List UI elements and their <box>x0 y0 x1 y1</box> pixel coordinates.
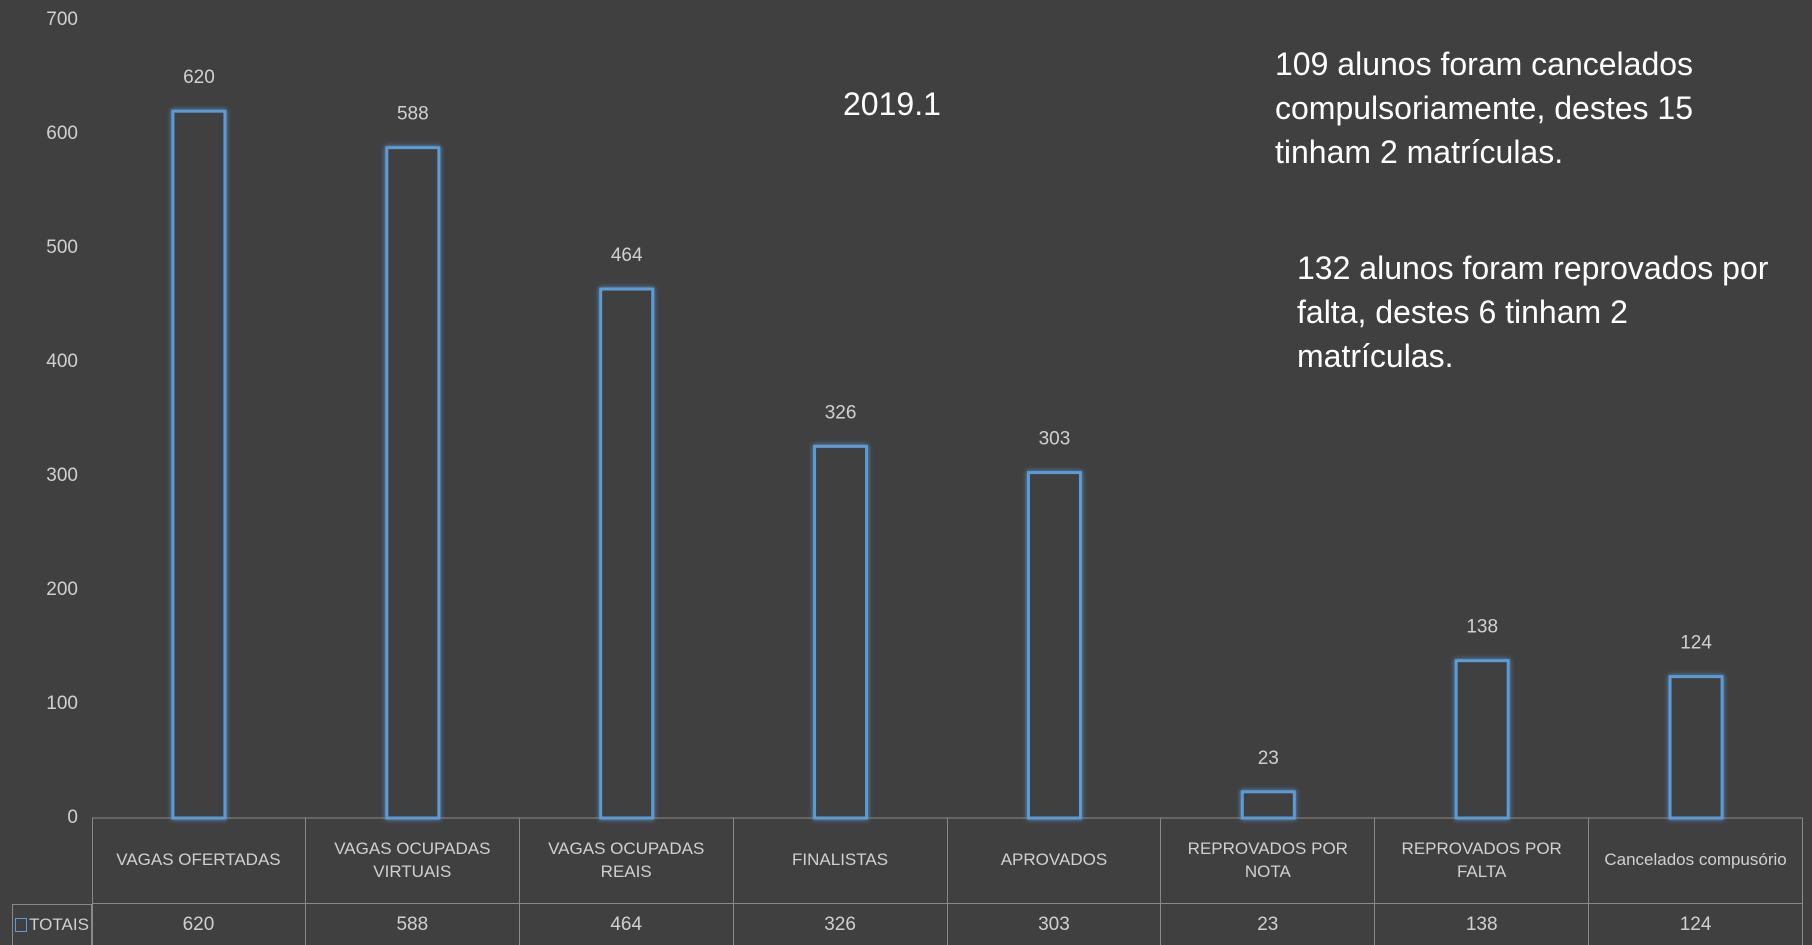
y-tick-label: 100 <box>46 693 78 714</box>
bar <box>599 287 655 820</box>
chart-title: 2019.1 <box>843 86 941 122</box>
annotation: 109 alunos foram cancelados compulsoriam… <box>1275 46 1694 170</box>
table-border <box>92 818 93 945</box>
bar <box>1026 471 1082 820</box>
data-label: 138 <box>1466 617 1498 638</box>
category-cell: Cancelados compusório <box>1589 818 1803 904</box>
category-cell: REPROVADOS POR FALTA <box>1375 818 1590 904</box>
category-cell: VAGAS OFERTADAS <box>92 818 306 904</box>
y-tick-label: 400 <box>46 351 78 372</box>
total-cell: 464 <box>520 904 734 945</box>
bar <box>1240 790 1296 820</box>
data-label: 303 <box>1039 429 1071 450</box>
y-tick-label: 300 <box>46 465 78 486</box>
category-cell: FINALISTAS <box>733 818 948 904</box>
bar <box>171 109 227 820</box>
bar <box>1454 659 1510 820</box>
total-cell: 326 <box>734 904 948 945</box>
category-cell: APROVADOS <box>947 818 1162 904</box>
data-label: 588 <box>397 104 429 125</box>
data-label: 326 <box>825 402 857 423</box>
y-tick-label: 200 <box>46 579 78 600</box>
total-cell: 23 <box>1161 904 1376 945</box>
y-tick-label: 600 <box>46 123 78 144</box>
category-cell: REPROVADOS POR NOTA <box>1161 818 1376 904</box>
total-cell: 303 <box>948 904 1162 945</box>
y-tick-label: 500 <box>46 237 78 258</box>
y-tick-label: 0 <box>67 807 78 828</box>
category-cell: VAGAS OCUPADAS VIRTUAIS <box>305 818 520 904</box>
total-cell: 124 <box>1589 904 1803 945</box>
bar <box>1668 675 1724 820</box>
legend-label: TOTAIS <box>29 914 89 934</box>
category-cell: VAGAS OCUPADAS REAIS <box>519 818 734 904</box>
y-tick-label: 700 <box>46 9 78 30</box>
data-label: 124 <box>1680 633 1712 654</box>
data-label: 464 <box>611 245 643 266</box>
bar <box>385 146 441 820</box>
legend-cell: TOTAIS <box>12 904 92 945</box>
total-cell: 588 <box>306 904 520 945</box>
data-label: 23 <box>1258 748 1279 769</box>
total-cell: 620 <box>92 904 306 945</box>
bar <box>813 444 869 820</box>
annotation: 132 alunos foram reprovados por falta, d… <box>1297 250 1769 374</box>
total-cell: 138 <box>1375 904 1590 945</box>
legend-key <box>15 918 28 932</box>
data-label: 620 <box>183 67 215 88</box>
